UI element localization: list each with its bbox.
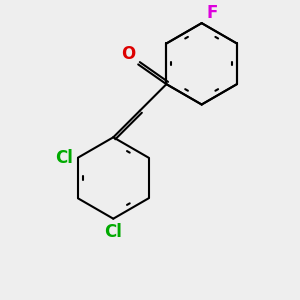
Text: O: O bbox=[121, 45, 135, 63]
Text: Cl: Cl bbox=[56, 148, 73, 166]
Text: F: F bbox=[206, 4, 218, 22]
Text: Cl: Cl bbox=[104, 224, 122, 242]
